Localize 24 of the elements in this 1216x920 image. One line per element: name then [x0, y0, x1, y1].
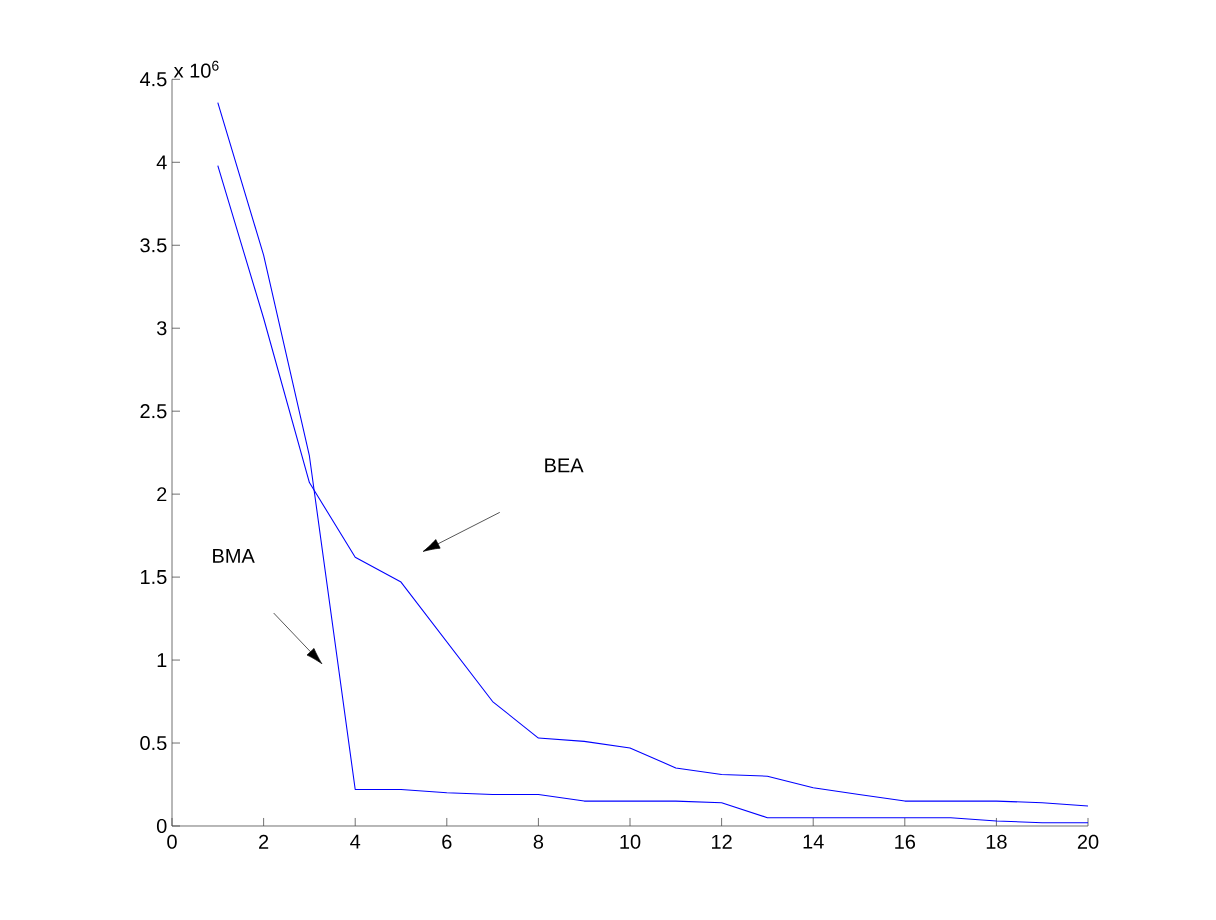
- y-tick-label: 0: [156, 818, 167, 834]
- x-tick-label: 12: [712, 834, 732, 849]
- x-tick-label: 4: [350, 834, 361, 849]
- y-tick-label: 3: [156, 321, 167, 336]
- x-tick-label: 20: [1077, 834, 1099, 849]
- x-tick-label: 16: [895, 834, 916, 849]
- y-tick-label: 2.5: [140, 404, 167, 419]
- x-tick-label: 10: [620, 834, 641, 849]
- y-tick-label: 4: [156, 155, 167, 170]
- x-tick-label: 2: [259, 834, 269, 849]
- x-tick-label: 14: [803, 834, 824, 849]
- x-tick-label: 0: [167, 834, 177, 849]
- y-tick-label: 0.5: [140, 735, 167, 751]
- text: x 10$^{6}$: [173, 60, 219, 78]
- annotation: BEA: [545, 458, 584, 473]
- y-tick-label: 1.5: [141, 570, 167, 585]
- x-tick-label: 18: [986, 834, 1007, 849]
- x-tick-label: 6: [442, 834, 452, 849]
- y-tick-label: 2: [157, 487, 167, 502]
- annotation: BMA: [213, 549, 255, 563]
- x-tick-label: 8: [533, 834, 544, 849]
- y-tick-label: 1: [157, 653, 167, 667]
- y-tick-label: 3.5: [140, 238, 167, 253]
- y-tick-label: 4.5: [139, 72, 167, 87]
